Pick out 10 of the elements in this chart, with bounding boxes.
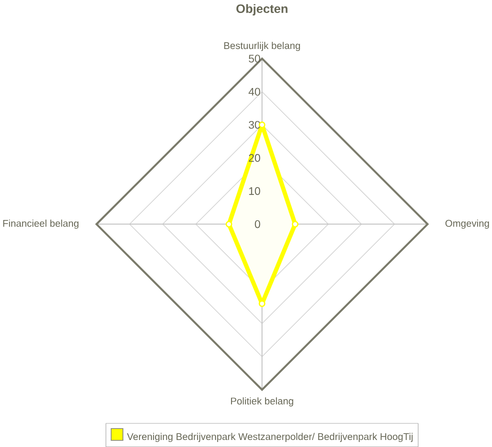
y-tick-label: 50 [248,54,260,62]
spoke-label: Politiek belang [231,397,294,406]
y-tick-label: 0 [254,220,260,228]
y-tick-label: 40 [248,88,260,96]
spoke-label: Omgeving [445,220,489,229]
y-tick-label: 10 [249,187,260,195]
spoke-label: Bestuurlijk belang [224,42,300,51]
legend-label: Vereniging Bedrijvenpark Westzanerpolder/ Bedrijvenpark HoogTij [126,432,413,442]
chart-title: Objecten [236,4,288,16]
spoke-label: Financieel belang [3,220,78,229]
